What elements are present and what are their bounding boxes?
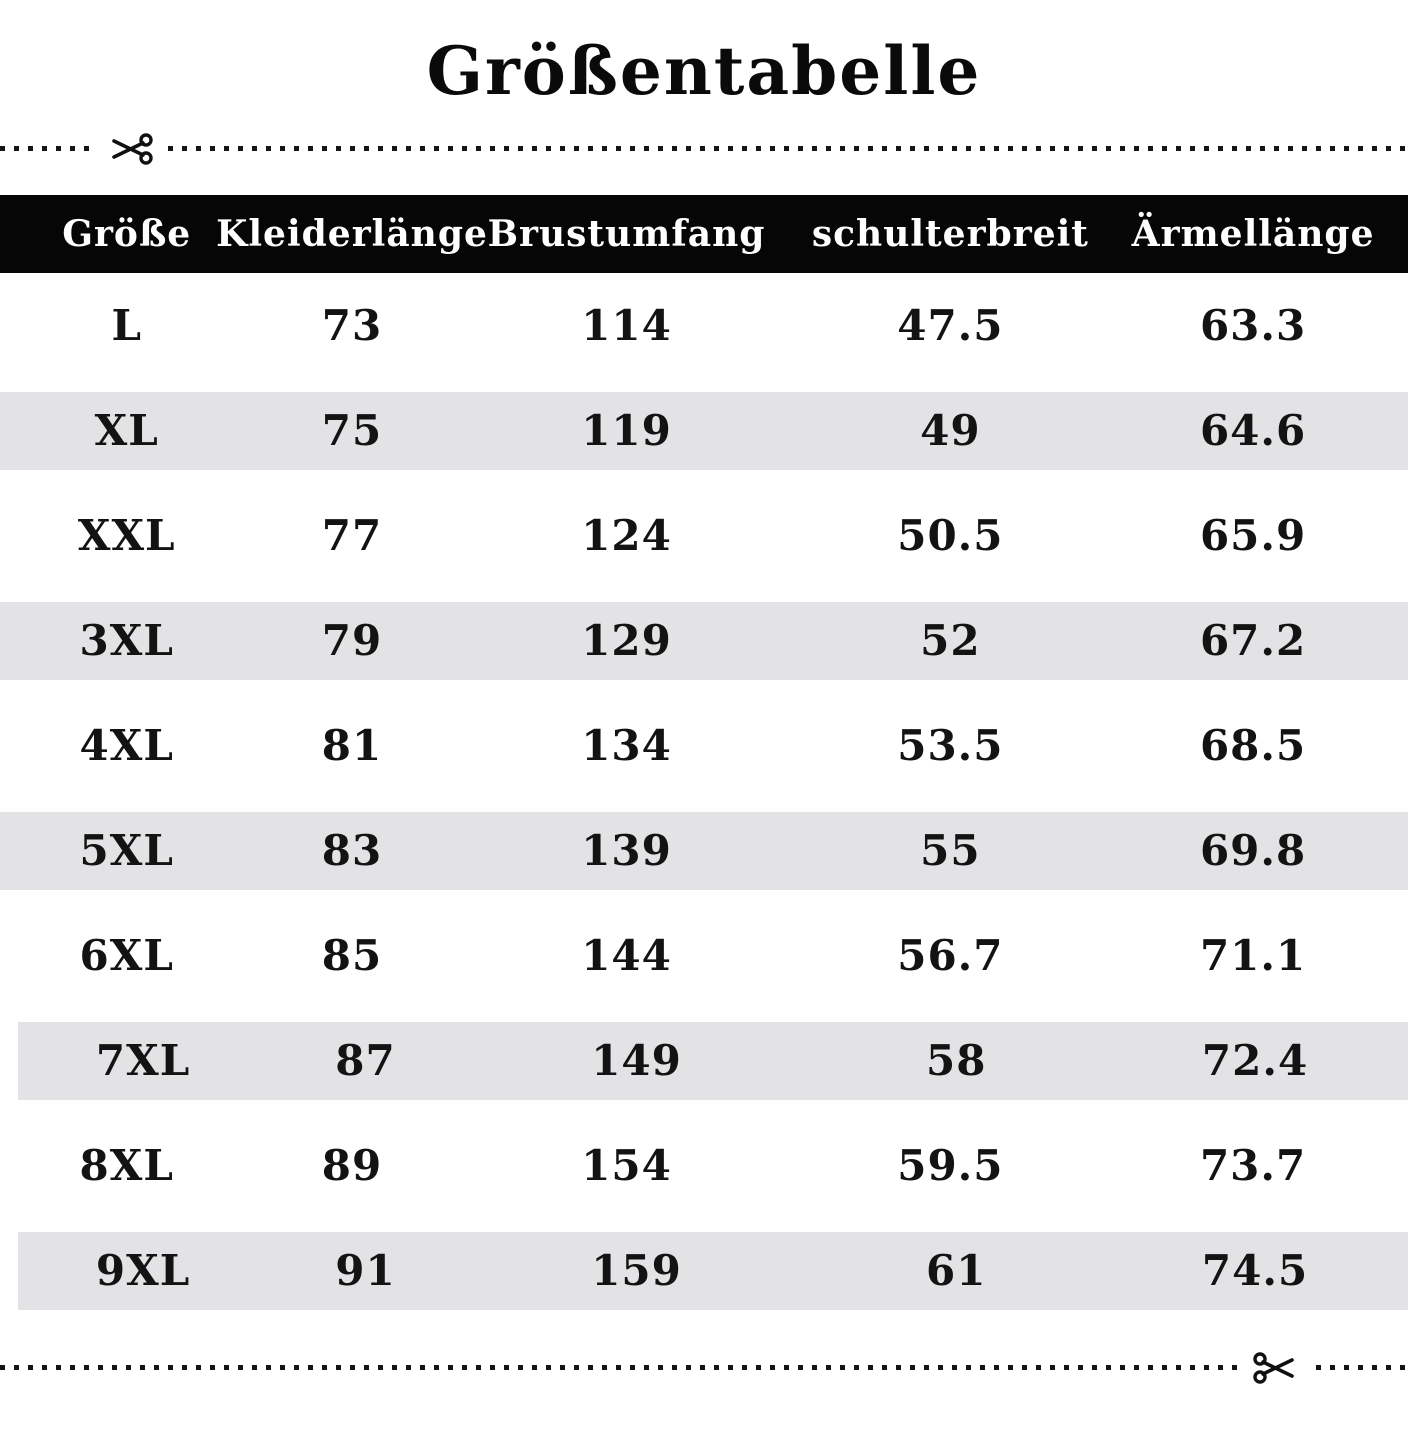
column-header-groesse: Größe [62, 213, 192, 255]
table-row: 4XL 81 134 53.5 68.5 [0, 693, 1408, 798]
size-chart-page: Größentabelle Größe Kleiderlänge Brustum… [0, 32, 1408, 1386]
cell-kleiderlaenge: 89 [321, 1141, 383, 1190]
table-body: L 73 114 47.5 63.3 XL 75 119 49 64.6 XXL… [0, 273, 1408, 1323]
table-row: XXL 77 124 50.5 65.9 [0, 483, 1408, 588]
cell-aermellaenge: 64.6 [1199, 406, 1307, 455]
cell-aermellaenge: 74.5 [1201, 1246, 1309, 1295]
cell-brustumfang: 119 [581, 406, 672, 455]
cell-kleiderlaenge: 91 [335, 1246, 396, 1295]
cell-kleiderlaenge: 73 [321, 301, 383, 350]
column-header-schulterbreit: schulterbreit [811, 213, 1089, 255]
cut-line-bottom [0, 1349, 1408, 1386]
table-row: 7XL 87 149 58 72.4 [0, 1008, 1408, 1113]
cell-size: 3XL [79, 616, 174, 665]
table-row: XL 75 119 49 64.6 [0, 378, 1408, 483]
cell-aermellaenge: 72.4 [1201, 1036, 1309, 1085]
cell-schulterbreit: 47.5 [897, 301, 1004, 350]
cell-aermellaenge: 69.8 [1199, 826, 1307, 875]
column-header-aermellaenge: Ärmellänge [1131, 213, 1375, 255]
cell-schulterbreit: 52 [920, 616, 981, 665]
cell-schulterbreit: 50.5 [897, 511, 1004, 560]
cell-brustumfang: 154 [581, 1141, 672, 1190]
cell-aermellaenge: 67.2 [1199, 616, 1307, 665]
cell-brustumfang: 149 [591, 1036, 682, 1085]
cell-size: 9XL [95, 1246, 191, 1295]
table-header-row: Größe Kleiderlänge Brustumfang schulterb… [0, 195, 1408, 273]
row-band: 9XL 91 159 61 74.5 [18, 1231, 1408, 1310]
cell-size: 8XL [79, 1141, 174, 1190]
cell-brustumfang: 159 [591, 1246, 682, 1295]
table-row: 9XL 91 159 61 74.5 [0, 1218, 1408, 1323]
cell-schulterbreit: 59.5 [897, 1141, 1004, 1190]
cell-kleiderlaenge: 81 [321, 721, 383, 770]
cell-brustumfang: 139 [581, 826, 672, 875]
table-row: 5XL 83 139 55 69.8 [0, 798, 1408, 903]
cell-kleiderlaenge: 75 [321, 406, 383, 455]
cell-size: 5XL [79, 826, 174, 875]
row-band: 5XL 83 139 55 69.8 [0, 811, 1408, 890]
row-band: 7XL 87 149 58 72.4 [18, 1021, 1408, 1100]
cell-aermellaenge: 68.5 [1199, 721, 1307, 770]
cell-size: 6XL [79, 931, 174, 980]
cell-brustumfang: 129 [581, 616, 672, 665]
cell-schulterbreit: 61 [926, 1246, 987, 1295]
cell-aermellaenge: 65.9 [1199, 511, 1307, 560]
table-row: 3XL 79 129 52 67.2 [0, 588, 1408, 693]
row-band: 6XL 85 144 56.7 71.1 [0, 917, 1408, 995]
cell-kleiderlaenge: 79 [321, 616, 383, 665]
row-band: 4XL 81 134 53.5 68.5 [0, 707, 1408, 785]
scissors-icon [1242, 1349, 1308, 1386]
cell-aermellaenge: 63.3 [1199, 301, 1307, 350]
cut-line-top [0, 130, 1408, 167]
scissors-icon [98, 130, 164, 167]
cell-brustumfang: 144 [581, 931, 672, 980]
cell-brustumfang: 134 [581, 721, 672, 770]
cell-schulterbreit: 58 [926, 1036, 987, 1085]
cell-aermellaenge: 71.1 [1199, 931, 1307, 980]
cell-aermellaenge: 73.7 [1199, 1141, 1307, 1190]
table-row: L 73 114 47.5 63.3 [0, 273, 1408, 378]
column-header-brustumfang: Brustumfang [487, 213, 766, 255]
cell-size: L [111, 301, 142, 350]
cell-schulterbreit: 55 [920, 826, 981, 875]
cell-size: XXL [77, 511, 176, 560]
column-header-kleiderlaenge: Kleiderlänge [216, 213, 488, 255]
row-band: 8XL 89 154 59.5 73.7 [0, 1127, 1408, 1205]
table-row: 6XL 85 144 56.7 71.1 [0, 903, 1408, 1008]
cell-kleiderlaenge: 77 [321, 511, 383, 560]
cell-schulterbreit: 56.7 [897, 931, 1004, 980]
cell-kleiderlaenge: 87 [335, 1036, 396, 1085]
cell-size: 7XL [95, 1036, 191, 1085]
cell-brustumfang: 114 [581, 301, 672, 350]
cell-schulterbreit: 49 [920, 406, 981, 455]
cell-kleiderlaenge: 85 [321, 931, 383, 980]
cell-schulterbreit: 53.5 [897, 721, 1004, 770]
row-band: XXL 77 124 50.5 65.9 [0, 497, 1408, 575]
row-band: L 73 114 47.5 63.3 [0, 287, 1408, 365]
table-row: 8XL 89 154 59.5 73.7 [0, 1113, 1408, 1218]
page-title: Größentabelle [426, 32, 982, 110]
row-band: XL 75 119 49 64.6 [0, 391, 1408, 470]
cell-kleiderlaenge: 83 [321, 826, 383, 875]
row-band: 3XL 79 129 52 67.2 [0, 601, 1408, 680]
cell-size: 4XL [79, 721, 174, 770]
cell-brustumfang: 124 [581, 511, 672, 560]
cell-size: XL [94, 406, 159, 455]
